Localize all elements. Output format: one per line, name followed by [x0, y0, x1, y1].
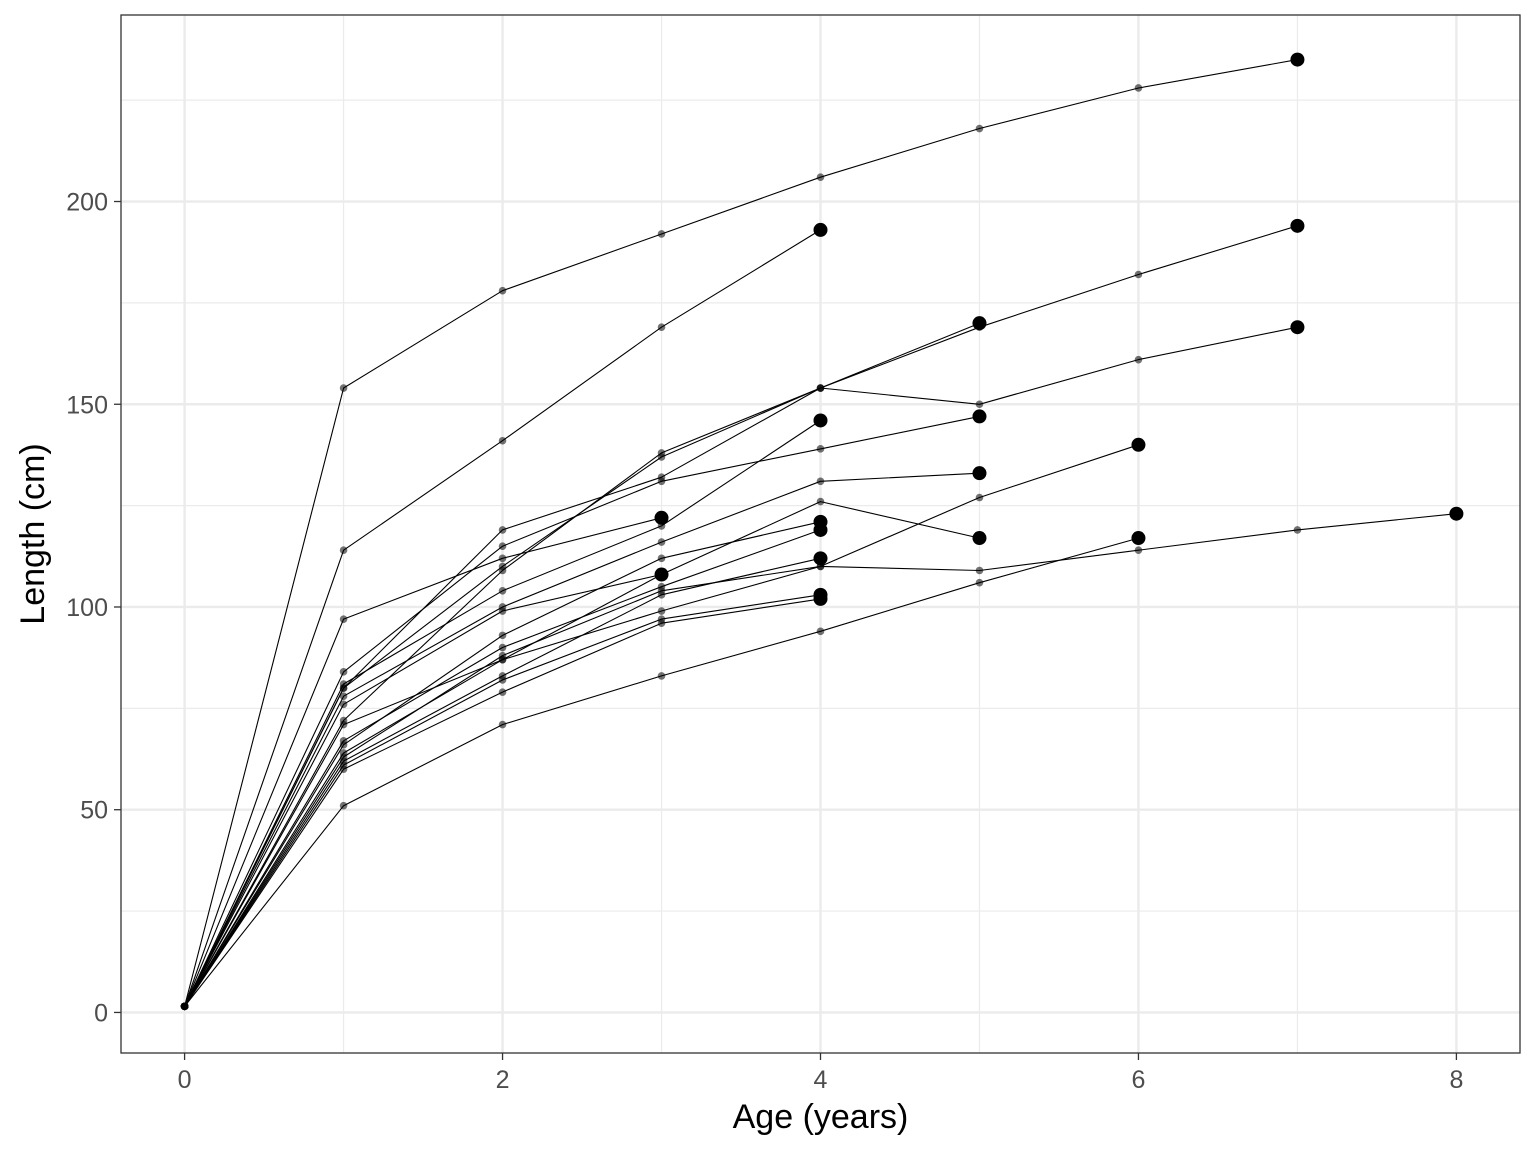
data-point: [657, 619, 666, 628]
data-point: [1134, 546, 1143, 555]
series-end-point-18: [1449, 506, 1464, 521]
series-line-5: [184, 326, 1298, 1007]
data-point: [816, 173, 825, 181]
series-end-point-2: [813, 222, 828, 237]
data-point: [816, 627, 825, 636]
data-point: [657, 607, 666, 615]
series-end-point-5: [1290, 320, 1305, 335]
y-axis-title: Length (cm): [14, 443, 52, 624]
series-line-3: [184, 225, 1298, 1007]
series-line-15: [184, 573, 662, 1007]
data-point: [657, 538, 666, 546]
y-tick-label: 100: [66, 594, 108, 622]
data-point: [1134, 270, 1143, 279]
series-end-point-14: [813, 551, 828, 566]
data-point: [498, 286, 507, 295]
y-tick-label: 200: [66, 189, 108, 217]
data-point: [816, 384, 825, 392]
data-point: [498, 607, 507, 615]
data-point: [975, 566, 984, 575]
y-tick-label: 150: [66, 391, 108, 419]
series-end-point-17: [813, 591, 828, 606]
series-end-point-9: [972, 466, 987, 481]
data-point: [339, 546, 348, 555]
data-point: [498, 436, 507, 445]
x-axis-title: Age (years): [733, 1098, 909, 1136]
data-point: [816, 497, 825, 506]
series-end-point-12: [813, 522, 828, 537]
x-tick-label: 4: [814, 1066, 828, 1094]
data-point: [180, 1002, 189, 1011]
series-line-1: [184, 59, 1298, 1007]
data-point: [657, 323, 666, 332]
y-tick-label: 50: [80, 797, 108, 825]
series-end-points: [654, 52, 1464, 606]
series-end-point-10: [972, 531, 987, 546]
data-point: [339, 720, 348, 729]
data-point: [1293, 526, 1302, 534]
data-point: [975, 493, 984, 502]
data-point: [498, 720, 507, 729]
series-end-point-6: [972, 409, 987, 424]
series-line-9: [184, 472, 980, 1007]
data-point: [816, 477, 825, 486]
series-end-point-15: [654, 567, 669, 582]
data-point: [498, 655, 507, 664]
series-line-6: [184, 415, 980, 1007]
data-point: [498, 554, 507, 563]
data-point: [339, 680, 348, 688]
series-line-4: [184, 322, 980, 1007]
data-point: [657, 591, 666, 599]
series-end-point-8: [813, 413, 828, 428]
series-end-point-19: [1131, 531, 1146, 546]
data-point: [339, 700, 348, 709]
data-point: [498, 643, 507, 652]
series-end-point-13: [1131, 437, 1146, 452]
data-point: [339, 765, 348, 773]
y-tick-label: 0: [94, 999, 108, 1027]
data-point: [339, 384, 348, 392]
series-end-point-4: [972, 316, 987, 331]
data-point: [339, 668, 348, 676]
data-point: [657, 230, 666, 238]
series-end-point-7: [654, 510, 669, 525]
data-point: [975, 578, 984, 587]
data-point: [339, 801, 348, 810]
data-point: [498, 542, 507, 550]
data-point: [498, 526, 507, 534]
data-point: [339, 736, 348, 745]
data-point: [657, 554, 666, 563]
data-point: [657, 672, 666, 680]
data-point: [975, 400, 984, 409]
data-point: [498, 586, 507, 595]
series-end-point-3: [1290, 218, 1305, 233]
series-end-point-1: [1290, 52, 1305, 67]
data-point: [975, 124, 984, 133]
data-point: [1134, 84, 1143, 92]
x-tick-label: 2: [496, 1066, 510, 1094]
data-point: [1134, 355, 1143, 364]
data-point: [816, 445, 825, 453]
data-point: [657, 449, 666, 457]
data-point: [498, 676, 507, 684]
x-tick-label: 8: [1449, 1066, 1463, 1094]
data-point: [498, 631, 507, 640]
data-point: [498, 566, 507, 575]
y-axis-ticks: 0 50 100 150 200: [66, 189, 121, 1027]
series-line-7: [184, 517, 662, 1007]
data-point: [657, 477, 666, 486]
data-point: [339, 749, 348, 757]
data-point: [498, 688, 507, 696]
x-tick-label: 6: [1132, 1066, 1146, 1094]
data-point: [339, 692, 348, 700]
x-tick-label: 0: [178, 1066, 192, 1094]
data-point: [339, 615, 348, 623]
x-axis-ticks: 0 2 4 6 8: [178, 1053, 1463, 1094]
